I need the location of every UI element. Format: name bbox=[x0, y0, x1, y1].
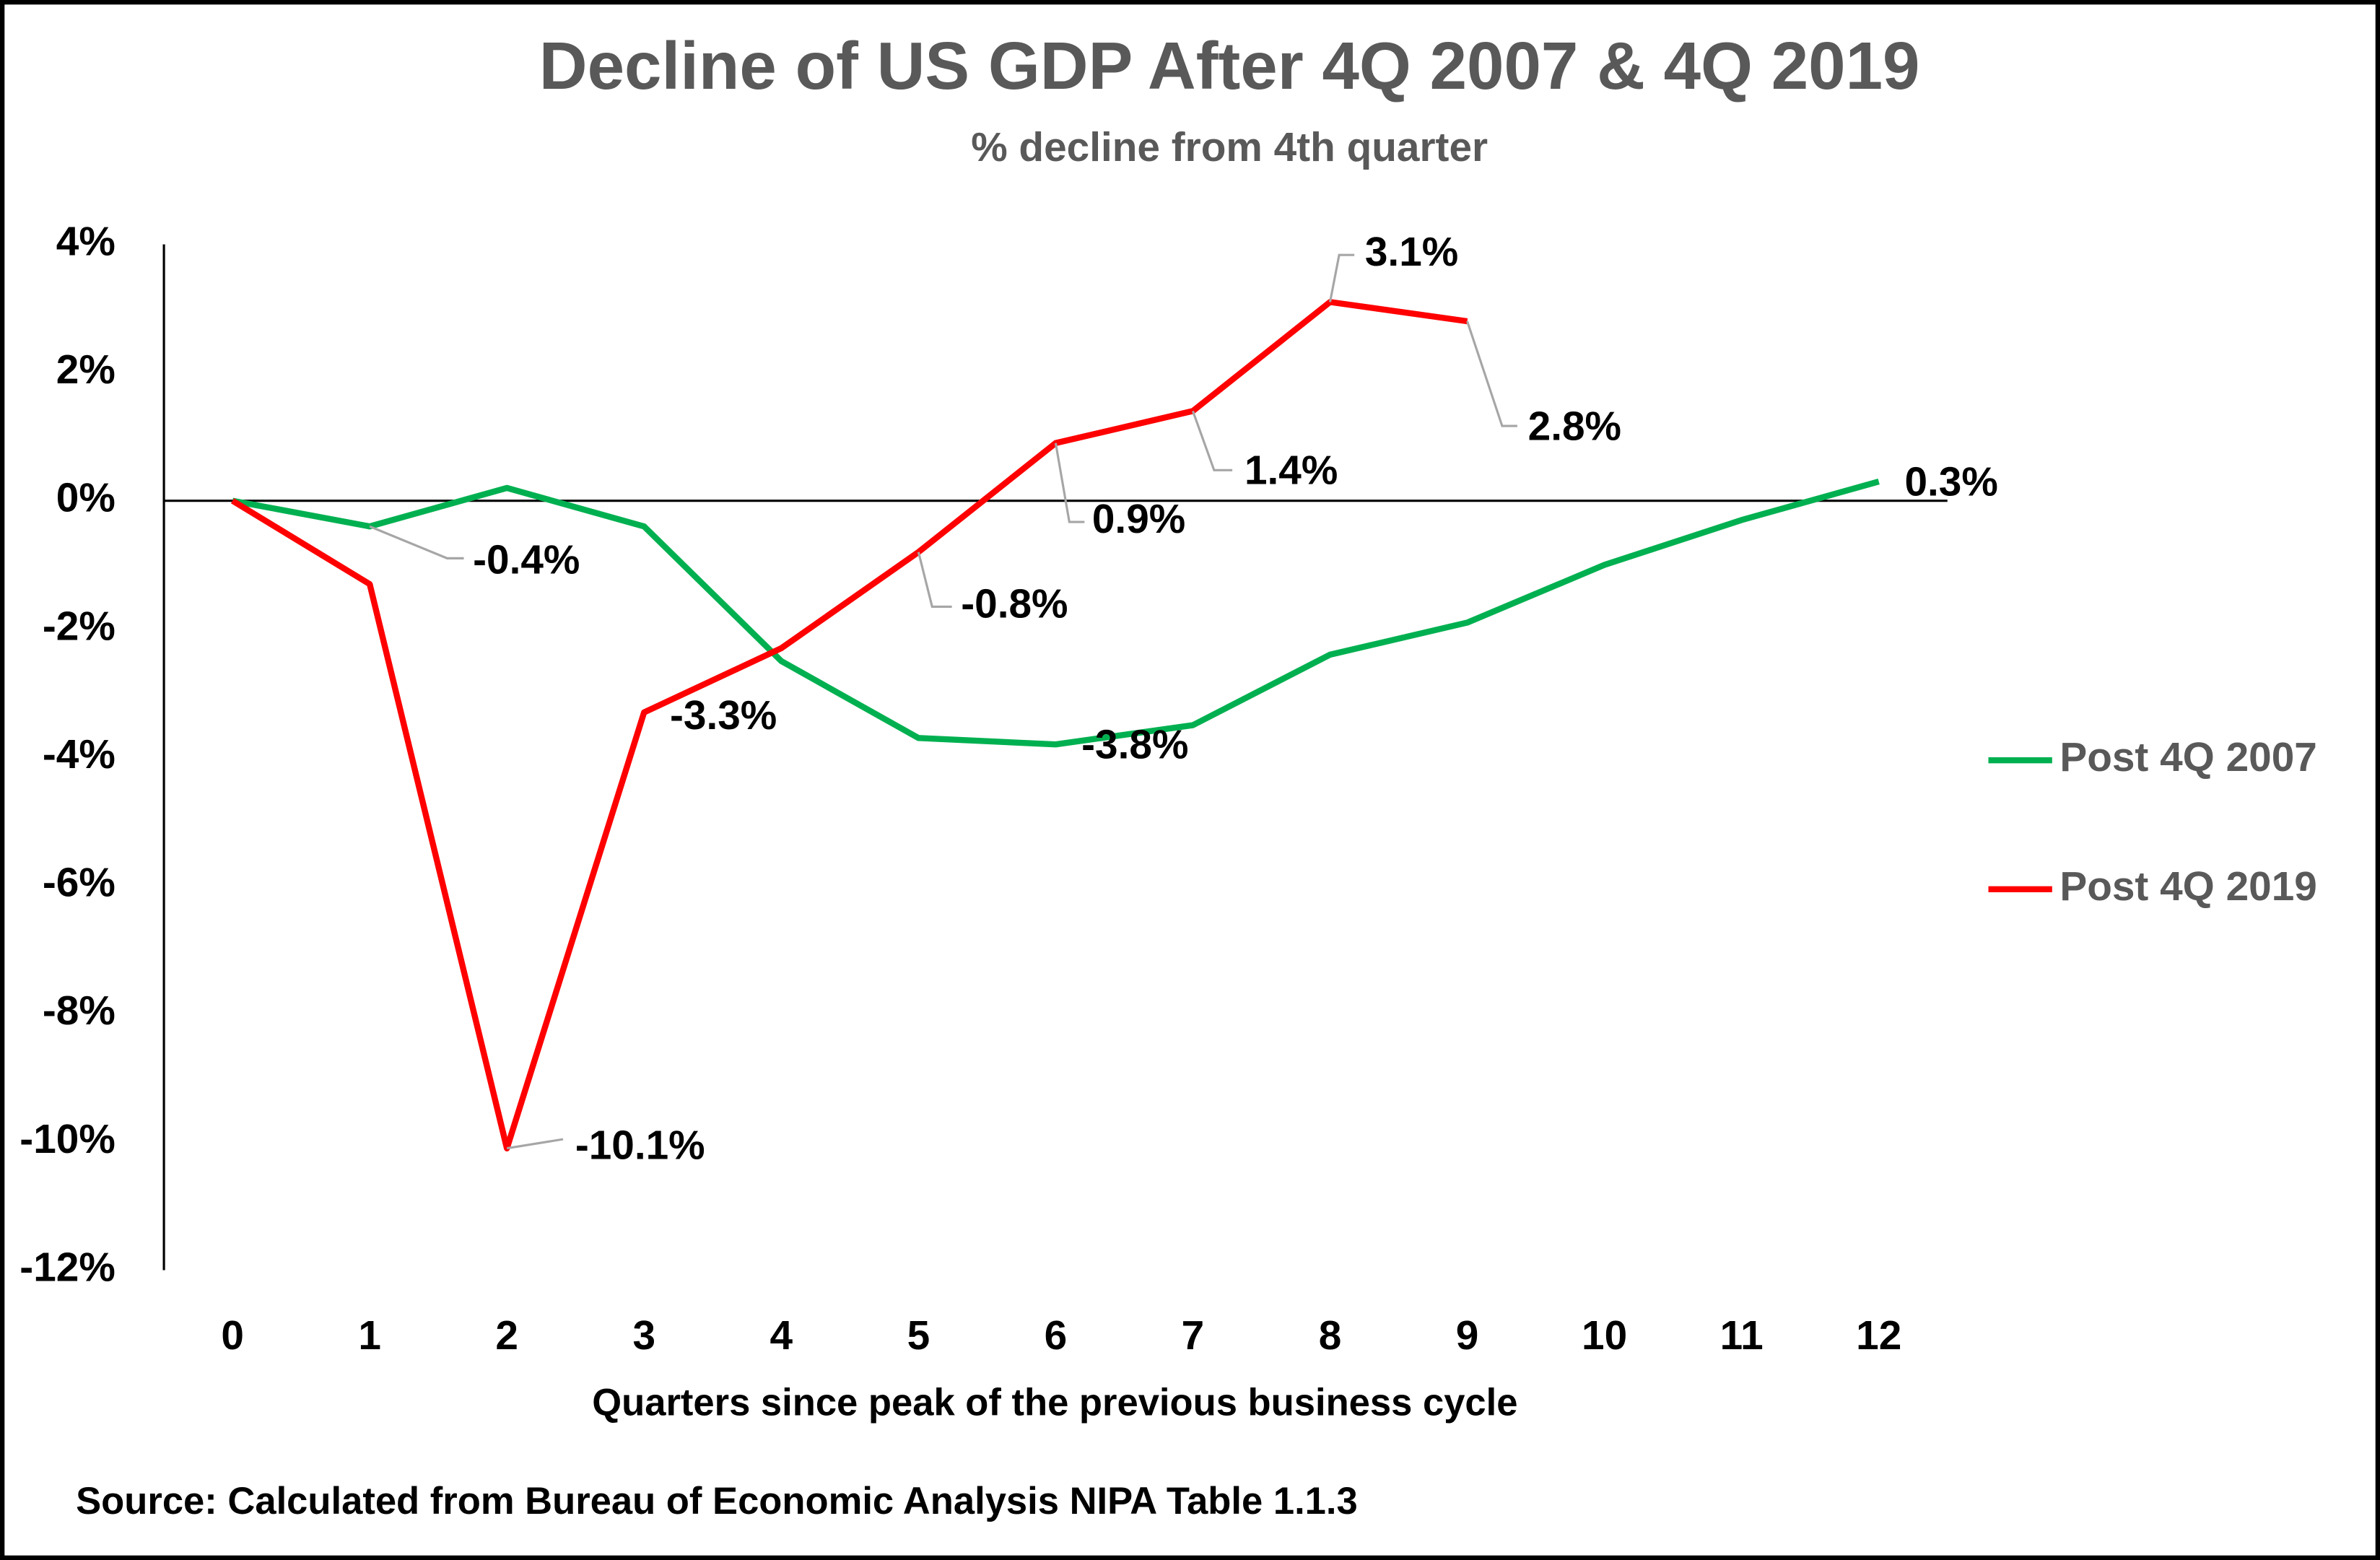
leader-line bbox=[369, 525, 464, 559]
x-tick-label: 0 bbox=[221, 1313, 244, 1359]
x-tick-label: 3 bbox=[632, 1313, 655, 1359]
y-tick-label: -2% bbox=[43, 603, 115, 649]
legend-label: Post 4Q 2019 bbox=[2059, 864, 2317, 910]
data-label: -3.8% bbox=[1081, 722, 1188, 767]
x-tick-label: 11 bbox=[1720, 1313, 1764, 1359]
leader-line bbox=[506, 1138, 564, 1150]
series-line bbox=[232, 479, 1880, 748]
leader-line bbox=[917, 552, 952, 609]
x-tick-label: 6 bbox=[1045, 1313, 1068, 1359]
x-tick-label: 2 bbox=[495, 1313, 518, 1359]
y-tick-label: -10% bbox=[19, 1117, 115, 1162]
y-tick-label: 0% bbox=[56, 476, 115, 521]
y-tick-label: -6% bbox=[43, 860, 115, 906]
y-tick-label: 4% bbox=[56, 219, 115, 264]
x-tick-label: 5 bbox=[907, 1313, 930, 1359]
y-tick-label: -12% bbox=[19, 1245, 115, 1290]
x-tick-label: 7 bbox=[1182, 1313, 1205, 1359]
x-axis-label: Quarters since peak of the previous busi… bbox=[592, 1381, 1517, 1424]
x-tick-label: 12 bbox=[1856, 1313, 1901, 1359]
legend-label: Post 4Q 2007 bbox=[2059, 735, 2317, 780]
y-tick-label: -8% bbox=[43, 988, 115, 1034]
leader-line bbox=[1466, 321, 1517, 427]
data-label: 1.4% bbox=[1245, 448, 1338, 494]
chart-title: Decline of US GDP After 4Q 2007 & 4Q 201… bbox=[539, 28, 1920, 103]
data-label: -3.3% bbox=[670, 693, 777, 738]
x-tick-label: 4 bbox=[770, 1313, 793, 1359]
x-tick-label: 1 bbox=[358, 1313, 381, 1359]
y-tick-label: 2% bbox=[56, 347, 115, 393]
leader-line bbox=[1191, 410, 1233, 471]
data-label: -10.1% bbox=[575, 1123, 705, 1169]
x-tick-label: 8 bbox=[1319, 1313, 1342, 1359]
leader-line bbox=[1054, 443, 1085, 523]
x-tick-label: 10 bbox=[1582, 1313, 1627, 1359]
data-label: -0.4% bbox=[473, 538, 580, 583]
source-note: Source: Calculated from Bureau of Econom… bbox=[76, 1480, 1358, 1522]
chart-subtitle: % decline from 4th quarter bbox=[971, 125, 1488, 170]
x-tick-label: 9 bbox=[1456, 1313, 1479, 1359]
data-label: 2.8% bbox=[1528, 404, 1621, 449]
y-tick-label: -4% bbox=[43, 732, 115, 777]
data-label: 0.3% bbox=[1904, 459, 1997, 505]
series-line bbox=[230, 299, 1468, 1151]
leader-line bbox=[1328, 253, 1355, 302]
data-label: -0.8% bbox=[961, 581, 1068, 627]
data-label: 0.9% bbox=[1092, 497, 1185, 542]
data-label: 3.1% bbox=[1365, 230, 1458, 275]
